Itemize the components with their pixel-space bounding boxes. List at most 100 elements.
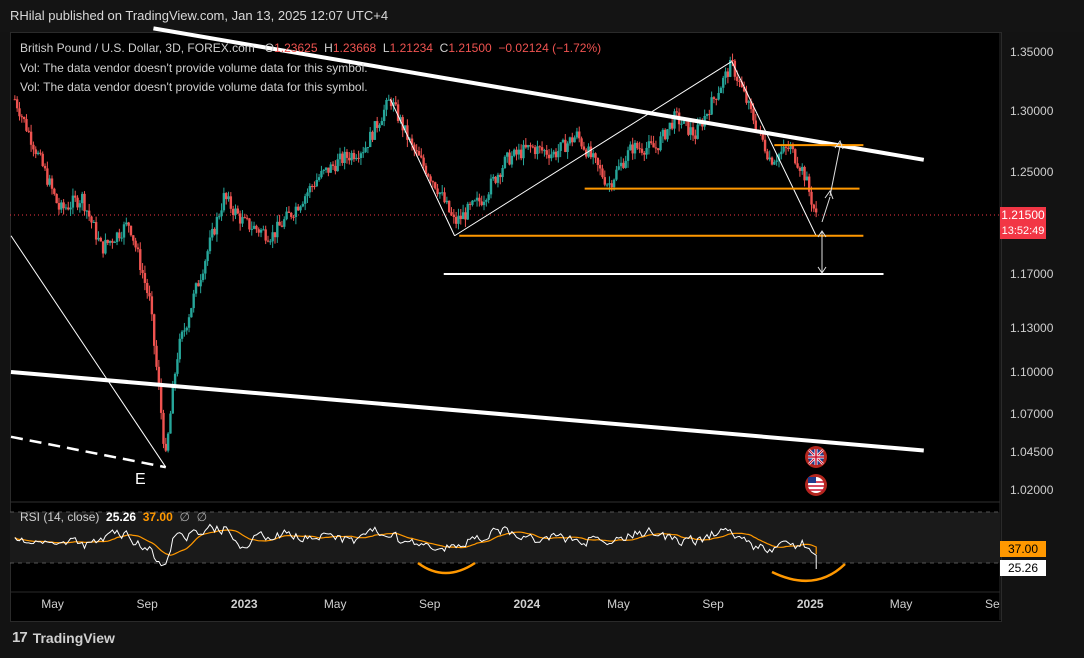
low-value: 1.21234 <box>389 41 433 55</box>
candle-body <box>708 114 711 116</box>
candle-body <box>540 147 544 151</box>
candle-body <box>508 152 511 165</box>
candle-body <box>375 121 379 128</box>
candle-body <box>464 212 467 220</box>
candle-body <box>487 194 490 201</box>
candle-body <box>789 146 792 150</box>
candle-body <box>178 338 181 360</box>
candle-body <box>97 237 100 240</box>
candle-body <box>466 203 469 220</box>
candle-body <box>227 196 230 200</box>
candle-body <box>752 109 755 121</box>
candle-body <box>162 412 165 444</box>
candle-body <box>317 177 321 181</box>
candle-body <box>152 314 156 346</box>
candle-body <box>345 151 349 158</box>
time-tick-label: Sep <box>702 597 724 611</box>
candle-body <box>443 192 446 203</box>
candle-body <box>568 137 572 144</box>
candle-body <box>450 212 453 215</box>
candle-body <box>626 150 630 161</box>
candle-body <box>27 130 30 132</box>
candle-body <box>494 176 497 183</box>
candle-body <box>187 317 191 328</box>
candle-body <box>139 249 142 271</box>
candles-group <box>13 53 818 453</box>
price-tick-label: 1.10000 <box>1010 365 1054 379</box>
time-tick-label: 2025 <box>796 597 824 611</box>
price-tick-label: 1.17000 <box>1010 267 1054 281</box>
candle-body <box>67 207 70 210</box>
rsi-arc-right <box>771 563 846 583</box>
candle-body <box>482 201 486 206</box>
rsi-ma-legend-value: 37.00 <box>142 510 173 524</box>
open-label: O <box>264 41 275 55</box>
candle-body <box>761 130 764 140</box>
time-tick-label: May <box>607 597 630 611</box>
rsi-band <box>10 512 1000 563</box>
close-label: C <box>439 41 449 55</box>
candle-body <box>194 283 198 294</box>
candle-body <box>273 232 277 238</box>
candle-body <box>666 129 669 140</box>
candle-body <box>324 167 328 170</box>
candle-body <box>369 131 372 148</box>
candle-body <box>763 139 767 152</box>
change-value: −0.02124 (−1.72%) <box>498 41 602 55</box>
time-tick-label: Sep <box>136 597 158 611</box>
candle-body <box>208 237 212 252</box>
candle-body <box>74 195 77 198</box>
candle-body <box>50 178 54 189</box>
candle-body <box>394 102 397 105</box>
candle-body <box>578 131 581 139</box>
candle-body <box>794 149 797 164</box>
candle-body <box>485 200 488 202</box>
candle-body <box>589 146 593 158</box>
candle-body <box>46 168 49 185</box>
candle-body <box>787 147 790 150</box>
candle-body <box>445 200 449 203</box>
close-value: 1.21500 <box>448 41 492 55</box>
candle-body <box>122 224 126 238</box>
candle-body <box>108 240 112 243</box>
swing-line[interactable] <box>731 61 817 236</box>
symbol-legend[interactable]: British Pound / U.S. Dollar, 3D, FOREX.c… <box>20 41 601 55</box>
candle-body <box>80 193 84 204</box>
candle-body <box>807 176 811 192</box>
candle-body <box>457 215 460 224</box>
major-trendline[interactable] <box>153 26 925 162</box>
candle-body <box>125 222 128 225</box>
tradingview-logo-icon: 17 <box>12 629 28 646</box>
candle-body <box>673 111 676 129</box>
rsi-legend[interactable]: RSI (14, close) 25.26 37.00 ∅ ∅ <box>20 510 207 524</box>
swing-line[interactable] <box>454 61 733 237</box>
candle-body <box>285 211 288 220</box>
candle-body <box>34 149 37 155</box>
candle-body <box>197 283 200 287</box>
candle-body <box>519 149 523 159</box>
tradingview-logo[interactable]: 17 TradingView <box>12 629 115 646</box>
candle-body <box>468 203 472 205</box>
swing-line[interactable] <box>389 98 456 236</box>
gb-flag-icon[interactable] <box>805 446 827 468</box>
candle-body <box>622 162 625 168</box>
last-price-tag: 1.21500 <box>1000 207 1046 223</box>
candle-body <box>533 147 537 155</box>
swing-line[interactable] <box>10 235 167 468</box>
us-flag-icon[interactable] <box>805 474 827 496</box>
arrow-up-1 <box>829 145 841 197</box>
candle-body <box>631 144 634 154</box>
candle-body <box>429 176 432 182</box>
candle-body <box>43 165 47 169</box>
candle-body <box>615 169 618 180</box>
major-trendline[interactable] <box>10 370 924 453</box>
swing-line[interactable] <box>10 435 167 469</box>
candle-body <box>294 206 298 218</box>
candle-body <box>624 160 627 168</box>
candle-body <box>236 208 240 214</box>
candle-body <box>715 98 718 100</box>
candle-body <box>517 149 521 155</box>
candle-body <box>791 146 795 150</box>
candle-body <box>169 413 172 434</box>
